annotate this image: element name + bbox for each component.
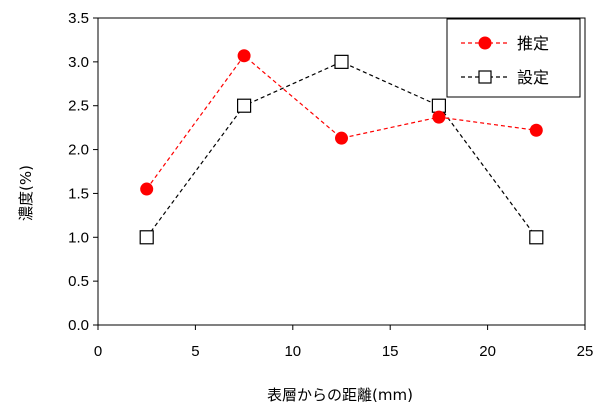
data-point-set bbox=[237, 98, 252, 113]
y-axis-title: 濃度(%) bbox=[17, 165, 35, 221]
data-point-set bbox=[529, 230, 544, 245]
legend-label-estimated: 推定 bbox=[517, 34, 549, 53]
data-point-estimated bbox=[140, 182, 154, 196]
y-tick-label: 2.0 bbox=[68, 142, 89, 159]
data-point-estimated bbox=[335, 131, 348, 145]
series-layer bbox=[139, 49, 544, 245]
legend-box bbox=[446, 18, 581, 98]
axes: 0.0 0.5 1.0 1.5 2.0 2.5 3.0 3.5 0 5 10 15 20 25 bbox=[68, 10, 593, 360]
legend-marker-set bbox=[478, 70, 492, 84]
legend-marker-estimated bbox=[478, 36, 492, 50]
y-tick-label: 2.5 bbox=[68, 98, 89, 115]
x-axis-title: 表層からの距離(mm) bbox=[267, 386, 413, 404]
legend-label-set: 設定 bbox=[517, 68, 549, 87]
x-tick-label: 10 bbox=[284, 343, 301, 360]
data-point-estimated bbox=[237, 49, 251, 63]
legend: 推定 設定 bbox=[446, 18, 581, 98]
y-tick-label: 0.5 bbox=[68, 273, 89, 290]
y-tick-label: 3.5 bbox=[68, 10, 89, 27]
y-tick-label: 0.0 bbox=[68, 317, 89, 334]
x-tick-label: 15 bbox=[382, 343, 399, 360]
data-point-estimated bbox=[529, 123, 543, 137]
plot-area-border bbox=[97, 17, 586, 326]
data-point-set bbox=[431, 98, 446, 113]
y-tick-label: 3.0 bbox=[68, 54, 89, 71]
data-point-set bbox=[334, 54, 349, 69]
y-tick-label: 1.0 bbox=[68, 229, 89, 246]
x-tick-label: 20 bbox=[479, 343, 496, 360]
data-point-set bbox=[139, 230, 154, 245]
x-tick-label: 5 bbox=[191, 343, 199, 360]
data-point-estimated bbox=[432, 110, 446, 124]
x-tick-label: 0 bbox=[94, 343, 102, 360]
x-tick-label: 25 bbox=[577, 343, 594, 360]
y-tick-label: 1.5 bbox=[68, 185, 89, 202]
